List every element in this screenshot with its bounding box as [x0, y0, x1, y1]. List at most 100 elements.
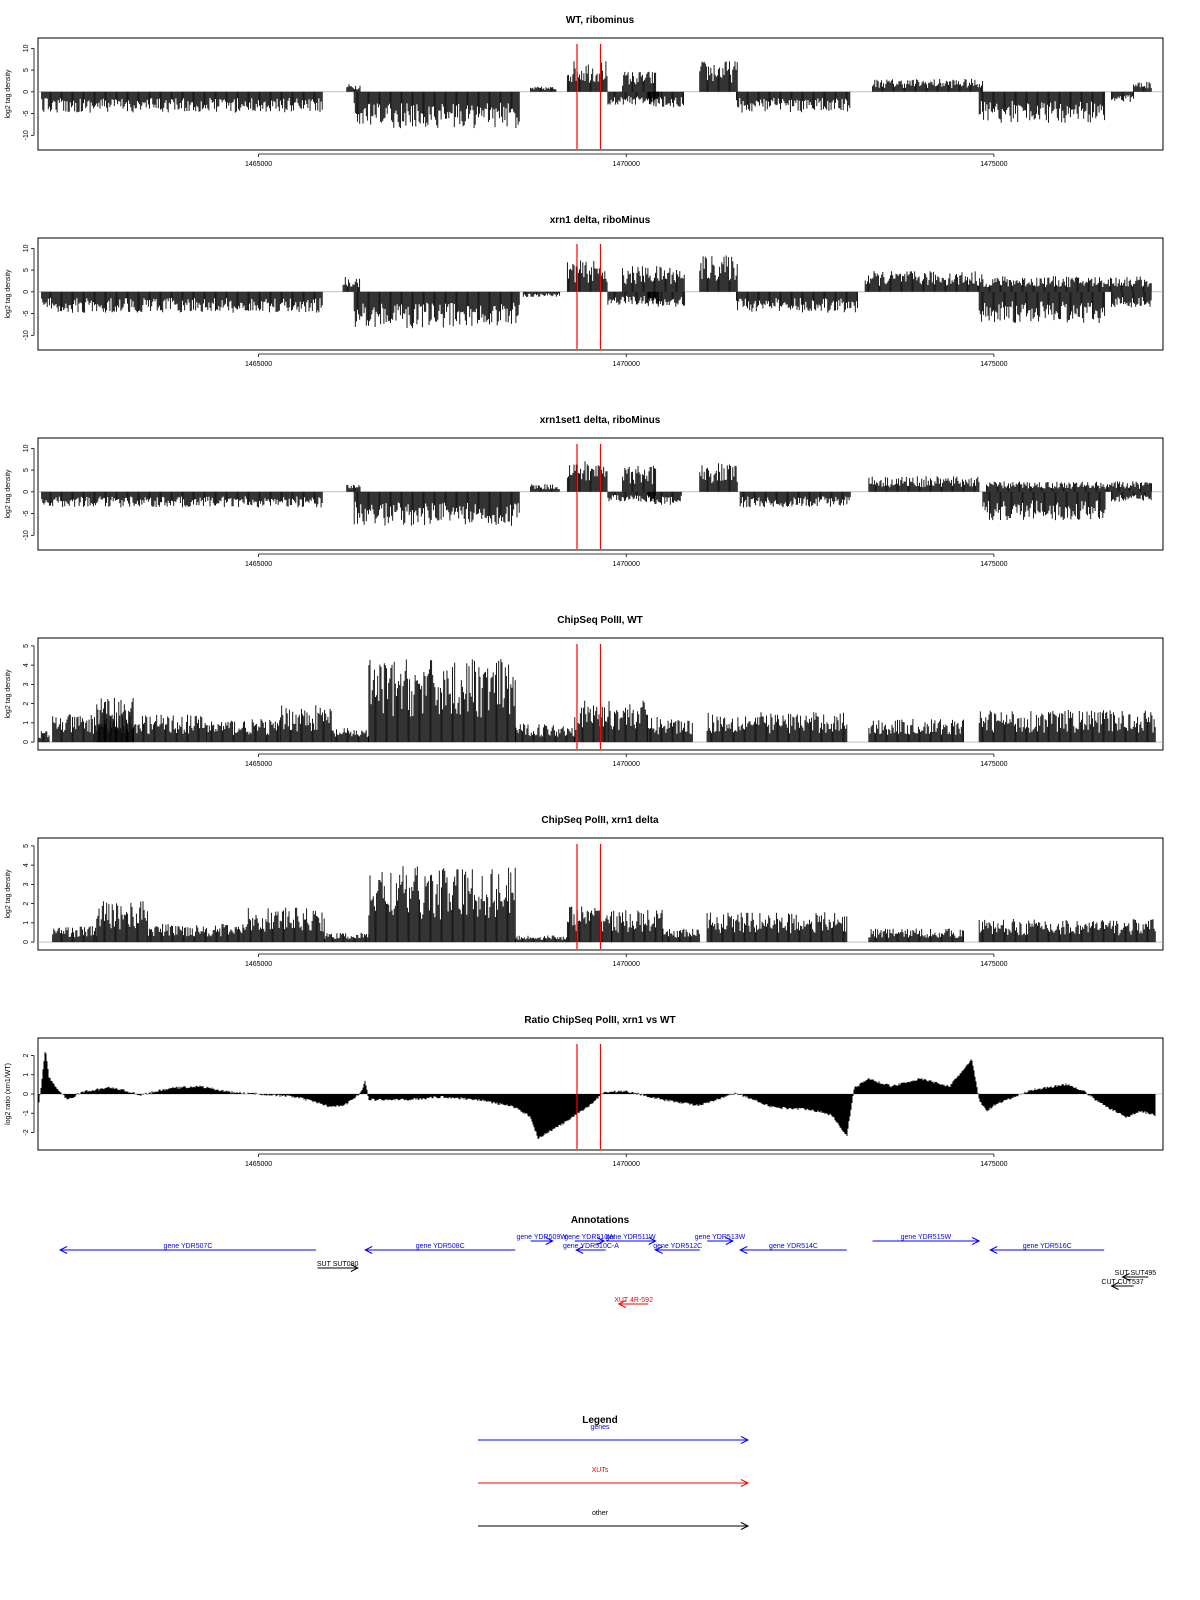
coverage-segment [622, 71, 657, 92]
panel-chipseq-wt: ChipSeq PolII, WT 0 1 2 3 4 5 1465000 1470000 14… [5, 615, 1164, 768]
arrow-head-icon [654, 1246, 663, 1254]
annotation-feature: XUT 4R-592 [614, 1297, 653, 1308]
y-tick-label: 1 [23, 921, 30, 925]
coverage-segment [736, 91, 851, 113]
y-tick-label: 5 [23, 68, 30, 72]
feature-label: gene YDR512C [653, 1243, 702, 1250]
coverage-segment [699, 61, 738, 92]
y-tick-label: 1 [23, 721, 30, 725]
coverage-segment [662, 928, 700, 943]
coverage-segment [607, 700, 648, 743]
annotation-feature: gene YDR510C-A [563, 1243, 619, 1254]
x-tick-label: 1470000 [613, 961, 640, 968]
x-tick-label: 1475000 [980, 561, 1007, 568]
arrow-head-icon [739, 1246, 748, 1254]
y-tick-label: 1 [23, 1073, 30, 1077]
feature-label: gene YDR509W [516, 1234, 567, 1241]
coverage-segment [346, 484, 361, 492]
y-tick-label: 10 [23, 444, 30, 452]
arrow-head-icon [740, 1522, 750, 1530]
coverage-segment [1111, 491, 1152, 502]
arrow-head-icon [740, 1479, 750, 1487]
annotation-feature: gene YDR512C [653, 1243, 702, 1254]
arrow-head-icon [545, 1237, 554, 1245]
panel-legend: Legend genes XUTs other [478, 1415, 750, 1530]
y-tick-label: 0 [23, 740, 30, 744]
ylabel-chipseq-wt: log2 tag density [5, 669, 12, 719]
feature-label: gene YDR513W [695, 1234, 746, 1241]
bars-xrn1-ribominus [38, 244, 1163, 349]
panel-frame [37, 37, 1164, 151]
coverage-segment [622, 266, 685, 292]
feature-label: gene YDR511W [606, 1234, 656, 1241]
ylabel-wt-ribominus: log2 tag density [5, 69, 12, 119]
annotation-feature: gene YDR515W [872, 1234, 981, 1245]
coverage-segment [96, 901, 148, 943]
feature-label: gene YDR510C-A [563, 1243, 619, 1250]
coverage-segment [147, 923, 244, 943]
coverage-segment [706, 912, 848, 943]
y-tick-label: 5 [23, 268, 30, 272]
y-tick-label: 4 [23, 663, 30, 667]
coverage-segment [736, 291, 858, 313]
feature-label: gene YDR507C [164, 1243, 213, 1250]
x-tick-label: 1475000 [980, 1161, 1007, 1168]
feature-label: gene YDR514C [769, 1243, 818, 1250]
panel-wt-ribominus: WT, ribominus -10 -5 0 5 10 1465000 1470000 147… [5, 15, 1164, 168]
coverage-segment [243, 907, 325, 943]
panel-chipseq-xrn1: ChipSeq PolII, xrn1 delta 0 1 2 3 4 5 1465000 1… [5, 815, 1164, 968]
y-tick-label: 5 [23, 844, 30, 848]
panel-title-wt-ribominus: WT, ribominus [566, 15, 635, 26]
coverage-segment [522, 291, 561, 297]
coverage-segment [41, 291, 323, 313]
annotation-feature: gene YDR510W [564, 1234, 615, 1245]
axes-xrn1-ribominus: -10 -5 0 5 10 1465000 1470000 1475000 [23, 244, 1008, 368]
y-tick-label: 10 [23, 244, 30, 252]
coverage-segment [1133, 81, 1152, 92]
coverage-segment [978, 91, 1106, 123]
arrow-head-icon [971, 1237, 981, 1245]
coverage-segment [1111, 291, 1152, 308]
coverage-segment [346, 84, 361, 92]
coverage-segment [868, 476, 980, 492]
arrow-head-icon [1121, 1273, 1130, 1281]
annotation-feature: gene YDR516C [989, 1243, 1105, 1254]
coverage-segment [611, 909, 663, 943]
panel-title-xrn1-ribominus: xrn1 delta, riboMinus [550, 215, 651, 226]
y-tick-label: 0 [23, 490, 30, 494]
annotation-feature: gene YDR511W [605, 1234, 657, 1245]
y-tick-label: -10 [23, 530, 30, 540]
annotation-feature: gene YDR514C [739, 1243, 847, 1254]
y-tick-label: 3 [23, 882, 30, 886]
coverage-segment [872, 78, 984, 92]
coverage-segment [566, 260, 608, 292]
coverage-segment [982, 276, 1152, 292]
coverage-segment [739, 491, 851, 508]
annotation-feature: gene YDR513W [695, 1234, 746, 1245]
annotations-title: Annotations [571, 1215, 630, 1226]
x-tick-label: 1475000 [980, 161, 1007, 168]
coverage-segment [978, 919, 1156, 943]
x-tick-label: 1470000 [613, 361, 640, 368]
arrow-head-icon [364, 1246, 373, 1254]
coverage-segment [647, 491, 682, 505]
axes-wt-ribominus: -10 -5 0 5 10 1465000 1470000 1475000 [23, 44, 1008, 168]
y-tick-label: -5 [23, 510, 30, 516]
panel-xrn1-ribominus: xrn1 delta, riboMinus -10 -5 0 5 10 1465000 14… [5, 215, 1164, 368]
legend-entries: genes XUTs other [478, 1424, 750, 1530]
feature-label: CUT CUT537 [1101, 1279, 1143, 1286]
arrow-head-icon [617, 1300, 627, 1308]
x-tick-label: 1475000 [980, 361, 1007, 368]
x-tick-label: 1465000 [245, 561, 272, 568]
ratio-area [37, 1052, 1156, 1140]
y-tick-label: 2 [23, 902, 30, 906]
x-tick-label: 1470000 [613, 1161, 640, 1168]
coverage-segment [206, 719, 281, 743]
arrow-head-icon [725, 1237, 734, 1245]
axes-ratio: -2 -1 0 1 2 1465000 1470000 1475000 [23, 1053, 1008, 1168]
panel-ratio: Ratio ChipSeq PolII, xrn1 vs WT -2 -1 0 1 2 1… [5, 1015, 1164, 1168]
coverage-segment [566, 461, 608, 492]
ylabel-ratio: log2 ratio (xrn1/WT) [5, 1063, 12, 1125]
coverage-segment [978, 291, 1106, 323]
panel-frame [37, 837, 1164, 951]
